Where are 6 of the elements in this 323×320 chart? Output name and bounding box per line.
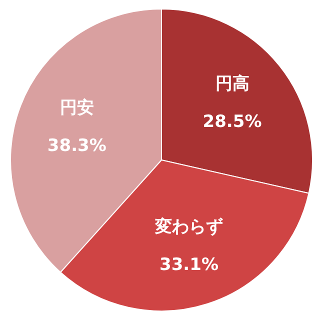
slice-label: 変わらず (154, 216, 223, 237)
slice-label: 円安 (60, 98, 94, 118)
data-label: 28.5% (202, 112, 262, 132)
slice-label: 円高 (215, 74, 250, 94)
data-label: 33.1% (159, 254, 218, 275)
data-label: 38.3% (47, 136, 106, 156)
